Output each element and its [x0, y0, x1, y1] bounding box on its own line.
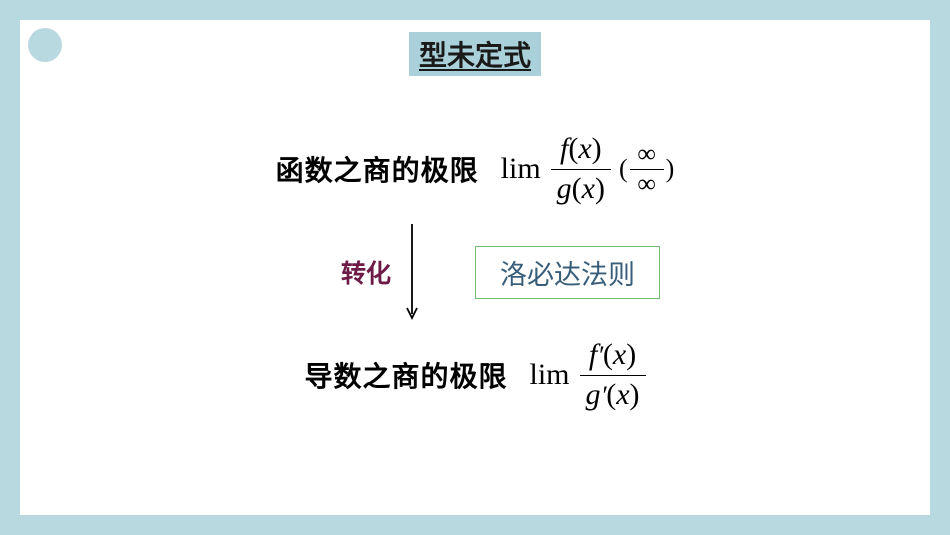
derivative-quotient-line: 导数之商的极限 lim f′(x) g′(x): [75, 336, 875, 414]
transform-group: 转化: [341, 222, 419, 322]
derivative-label: 导数之商的极限: [304, 355, 507, 395]
border-bottom: [0, 515, 950, 535]
middle-row: 转化 洛必达法则: [75, 222, 875, 322]
rule-box: 洛必达法则: [475, 246, 660, 299]
lim-text-2: lim: [529, 358, 569, 392]
numerator-fx: f(x): [554, 130, 608, 169]
derivative-limit-expr: lim f′(x) g′(x): [529, 336, 645, 414]
infinity-fraction: ∞ ∞: [630, 140, 664, 198]
infinity-indeterminate: ( ∞ ∞ ): [619, 140, 674, 198]
corner-dot: [28, 28, 62, 62]
inf-num: ∞: [637, 140, 656, 169]
function-label: 函数之商的极限: [276, 149, 479, 189]
transform-label: 转化: [341, 254, 391, 290]
page-title: 型未定式: [409, 32, 541, 76]
border-top: [0, 0, 950, 20]
denominator-gpx: g′(x): [580, 376, 646, 415]
denominator-gx: g(x): [551, 170, 611, 209]
function-limit-expr: lim f(x) g(x) ( ∞ ∞ ): [501, 130, 675, 208]
fraction-fpx-gpx: f′(x) g′(x): [580, 336, 646, 414]
inf-den: ∞: [637, 170, 656, 199]
fraction-fx-gx: f(x) g(x): [551, 130, 611, 208]
content-area: 函数之商的极限 lim f(x) g(x) ( ∞ ∞ ) 转化: [0, 130, 950, 414]
numerator-fpx: f′(x): [583, 336, 642, 375]
lim-text: lim: [501, 152, 541, 186]
function-quotient-line: 函数之商的极限 lim f(x) g(x) ( ∞ ∞ ): [75, 130, 875, 208]
down-arrow-icon: [405, 222, 419, 322]
